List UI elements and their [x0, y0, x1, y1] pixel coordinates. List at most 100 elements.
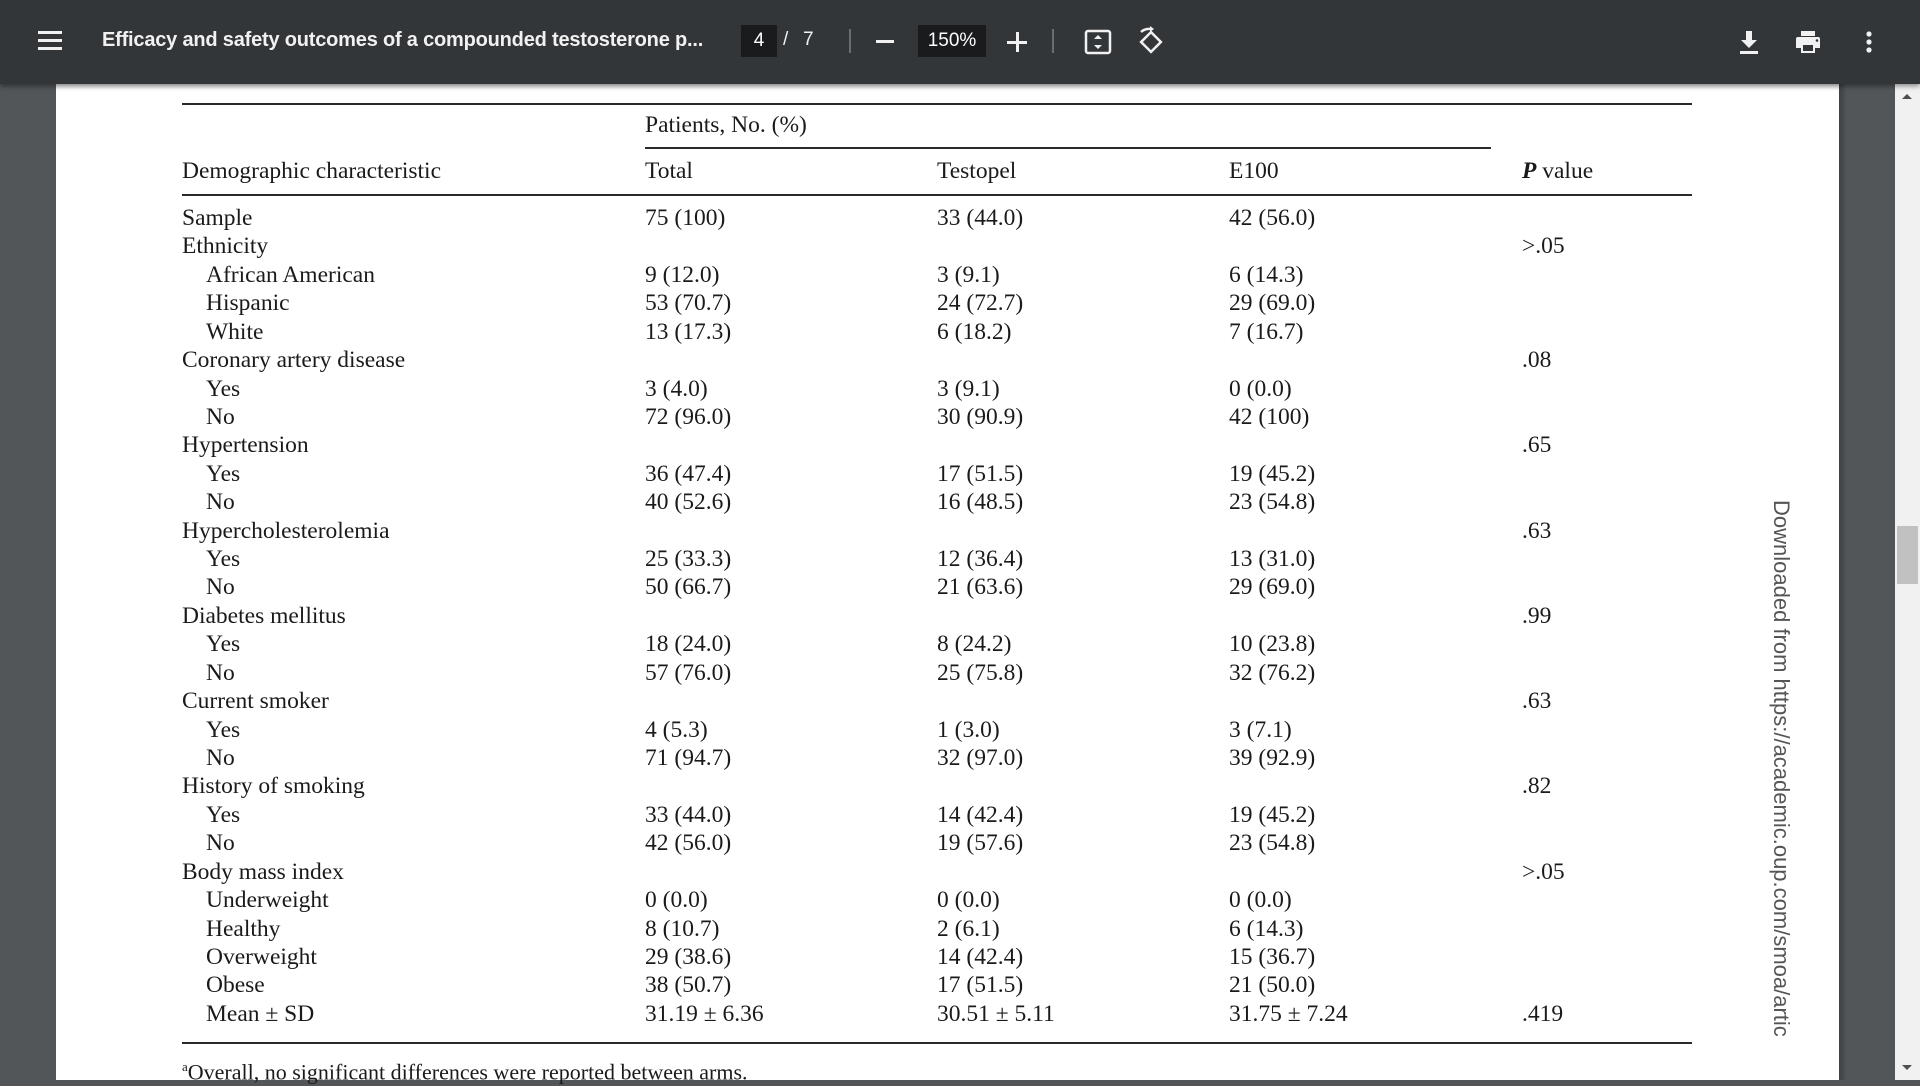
fit-page-icon[interactable]: [1082, 26, 1114, 58]
row-label: Mean ± SD: [206, 1001, 315, 1027]
row-label: Body mass index: [182, 859, 344, 885]
cell-testopel: 21 (63.6): [937, 574, 1024, 600]
cell-total: 0 (0.0): [645, 887, 708, 913]
cell-total: 33 (44.0): [645, 802, 732, 828]
group-header-rule: [645, 147, 1491, 149]
cell-p-value: >.05: [1522, 859, 1565, 885]
row-label: Yes: [206, 802, 241, 828]
cell-total: 9 (12.0): [645, 262, 720, 288]
table-bottom-rule: [182, 1042, 1692, 1044]
scroll-up-arrow-icon[interactable]: [1902, 94, 1912, 99]
row-label: Ethnicity: [182, 233, 269, 259]
cell-e100: 29 (69.0): [1229, 290, 1316, 316]
scroll-down-arrow-icon[interactable]: [1902, 1065, 1912, 1070]
cell-testopel: 25 (75.8): [937, 660, 1024, 686]
cell-e100: 29 (69.0): [1229, 574, 1316, 600]
row-label: Current smoker: [182, 688, 329, 714]
row-label: History of smoking: [182, 773, 365, 799]
footnote-marker: a: [182, 1059, 188, 1074]
cell-total: 31.19 ± 6.36: [645, 1001, 764, 1027]
cell-e100: 3 (7.1): [1229, 717, 1292, 743]
column-header-p-value: P value: [1522, 158, 1593, 185]
footnote-text: Overall, no significant differences were…: [187, 1059, 748, 1085]
cell-testopel: 16 (48.5): [937, 489, 1024, 515]
row-label: Healthy: [206, 916, 281, 942]
vertical-scrollbar[interactable]: [1895, 84, 1920, 1080]
cell-e100: 6 (14.3): [1229, 262, 1304, 288]
zoom-level-input[interactable]: 150%: [918, 25, 986, 57]
row-label: Underweight: [206, 887, 329, 913]
p-italic: P: [1522, 158, 1537, 184]
cell-e100: 15 (36.7): [1229, 944, 1316, 970]
table-top-rule: [182, 103, 1692, 105]
column-header-characteristic: Demographic characteristic: [182, 158, 442, 184]
download-icon[interactable]: [1733, 26, 1765, 58]
cell-e100: 32 (76.2): [1229, 660, 1316, 686]
cell-p-value: .65: [1522, 432, 1552, 458]
print-icon[interactable]: [1792, 26, 1824, 58]
p-value-label: value: [1536, 158, 1594, 184]
column-header-testopel: Testopel: [937, 158, 1017, 184]
cell-testopel: 3 (9.1): [937, 262, 1000, 288]
cell-e100: 7 (16.7): [1229, 319, 1304, 345]
cell-e100: 23 (54.8): [1229, 830, 1316, 856]
toolbar-divider: [1052, 29, 1054, 53]
download-watermark: Downloaded from https://academic.oup.com…: [1769, 500, 1794, 1037]
cell-testopel: 0 (0.0): [937, 887, 1000, 913]
more-vert-icon[interactable]: [1853, 26, 1885, 58]
cell-e100: 42 (100): [1229, 404, 1310, 430]
cell-testopel: 19 (57.6): [937, 830, 1024, 856]
row-label: No: [206, 660, 235, 686]
viewer-gutter: [1839, 84, 1895, 1080]
row-label: African American: [206, 262, 375, 288]
cell-e100: 6 (14.3): [1229, 916, 1304, 942]
row-label: Obese: [206, 972, 265, 998]
row-label: Yes: [206, 376, 241, 402]
page-total: 7: [803, 29, 814, 50]
row-label: Yes: [206, 717, 241, 743]
cell-e100: 39 (92.9): [1229, 745, 1316, 771]
scrollbar-thumb[interactable]: [1897, 526, 1918, 584]
cell-total: 53 (70.7): [645, 290, 732, 316]
cell-testopel: 32 (97.0): [937, 745, 1024, 771]
pdf-page: [56, 84, 1839, 1080]
cell-total: 29 (38.6): [645, 944, 732, 970]
zoom-out-icon[interactable]: [876, 40, 894, 43]
row-label: Hispanic: [206, 290, 290, 316]
cell-e100: 0 (0.0): [1229, 887, 1292, 913]
cell-e100: 0 (0.0): [1229, 376, 1292, 402]
row-label: No: [206, 574, 235, 600]
cell-p-value: >.05: [1522, 233, 1565, 259]
rotate-icon[interactable]: [1135, 26, 1167, 58]
cell-p-value: .419: [1522, 1001, 1564, 1027]
cell-total: 57 (76.0): [645, 660, 732, 686]
cell-testopel: 14 (42.4): [937, 944, 1024, 970]
cell-testopel: 6 (18.2): [937, 319, 1012, 345]
cell-total: 40 (52.6): [645, 489, 732, 515]
cell-testopel: 30 (90.9): [937, 404, 1024, 430]
row-label: Yes: [206, 461, 241, 487]
row-label: Hypercholesterolemia: [182, 518, 390, 544]
cell-testopel: 17 (51.5): [937, 461, 1024, 487]
cell-e100: 19 (45.2): [1229, 802, 1316, 828]
row-label: No: [206, 830, 235, 856]
cell-total: 38 (50.7): [645, 972, 732, 998]
menu-icon[interactable]: [38, 31, 62, 51]
document-title: Efficacy and safety outcomes of a compou…: [102, 29, 704, 51]
zoom-in-icon[interactable]: [1007, 32, 1027, 52]
cell-total: 72 (96.0): [645, 404, 732, 430]
pdf-toolbar: Efficacy and safety outcomes of a compou…: [0, 0, 1920, 84]
page-number-input[interactable]: 4: [741, 25, 777, 57]
cell-testopel: 24 (72.7): [937, 290, 1024, 316]
cell-total: 71 (94.7): [645, 745, 732, 771]
column-header-e100: E100: [1229, 158, 1279, 184]
cell-e100: 19 (45.2): [1229, 461, 1316, 487]
page-separator: /: [783, 29, 789, 50]
cell-total: 25 (33.3): [645, 546, 732, 572]
cell-p-value: .82: [1522, 773, 1552, 799]
cell-total: 42 (56.0): [645, 830, 732, 856]
table-footnote: aOverall, no significant differences wer…: [182, 1053, 748, 1086]
row-label: Diabetes mellitus: [182, 603, 346, 629]
cell-testopel: 12 (36.4): [937, 546, 1024, 572]
cell-e100: 21 (50.0): [1229, 972, 1316, 998]
